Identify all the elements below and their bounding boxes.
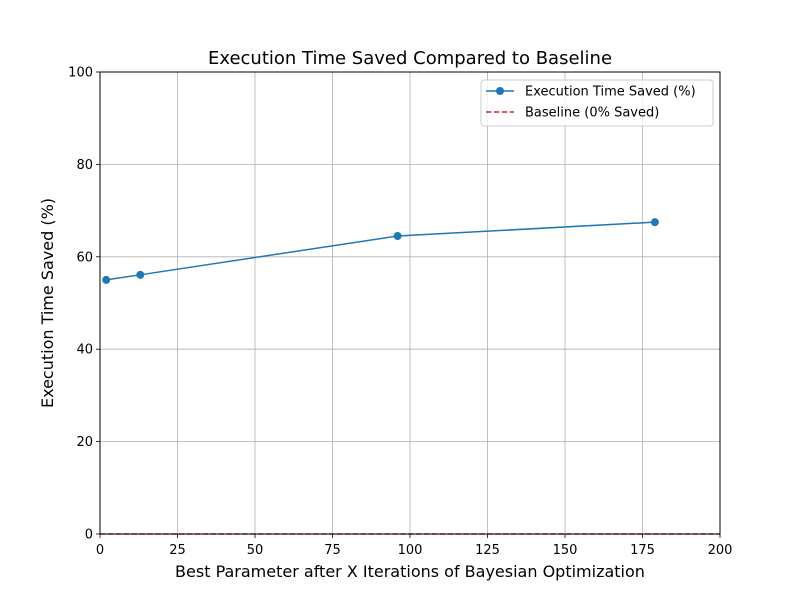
x-axis-label: Best Parameter after X Iterations of Bay… [175, 562, 645, 581]
y-tick-label: 60 [76, 250, 93, 265]
y-tick-label: 80 [76, 158, 93, 173]
x-tick-label: 150 [553, 543, 578, 558]
x-tick-label: 200 [708, 543, 733, 558]
legend-box [480, 79, 714, 127]
ticks: 0 25 50 75 100 125 150 175 200 0 20 40 60 80 100 [68, 66, 732, 559]
series-line-execution-time-saved [106, 221, 655, 281]
y-tick-label: 0 [85, 528, 93, 543]
grid [99, 71, 721, 535]
legend-label-series: Execution Time Saved (%) [525, 85, 696, 100]
data-point [102, 275, 111, 284]
x-tick-label: 50 [247, 543, 264, 558]
data-point [393, 232, 402, 241]
y-tick-label: 20 [76, 435, 93, 450]
legend-label-baseline: Baseline (0% Saved) [525, 106, 659, 121]
x-tick-label: 100 [398, 543, 423, 558]
x-tick-label: 25 [169, 543, 186, 558]
legend-series-marker [496, 87, 504, 95]
data-point [650, 218, 659, 227]
x-tick-label: 75 [324, 543, 341, 558]
legend: Execution Time Saved (%) Baseline (0% Sa… [480, 79, 714, 127]
y-tick-label: 40 [76, 343, 93, 358]
x-tick-label: 125 [475, 543, 500, 558]
chart-title: Execution Time Saved Compared to Baselin… [208, 48, 612, 69]
y-axis-label: Execution Time Saved (%) [38, 198, 57, 408]
y-tick-label: 100 [68, 66, 93, 81]
data-point [136, 270, 145, 279]
x-tick-label: 175 [630, 543, 655, 558]
x-tick-label: 0 [96, 543, 104, 558]
